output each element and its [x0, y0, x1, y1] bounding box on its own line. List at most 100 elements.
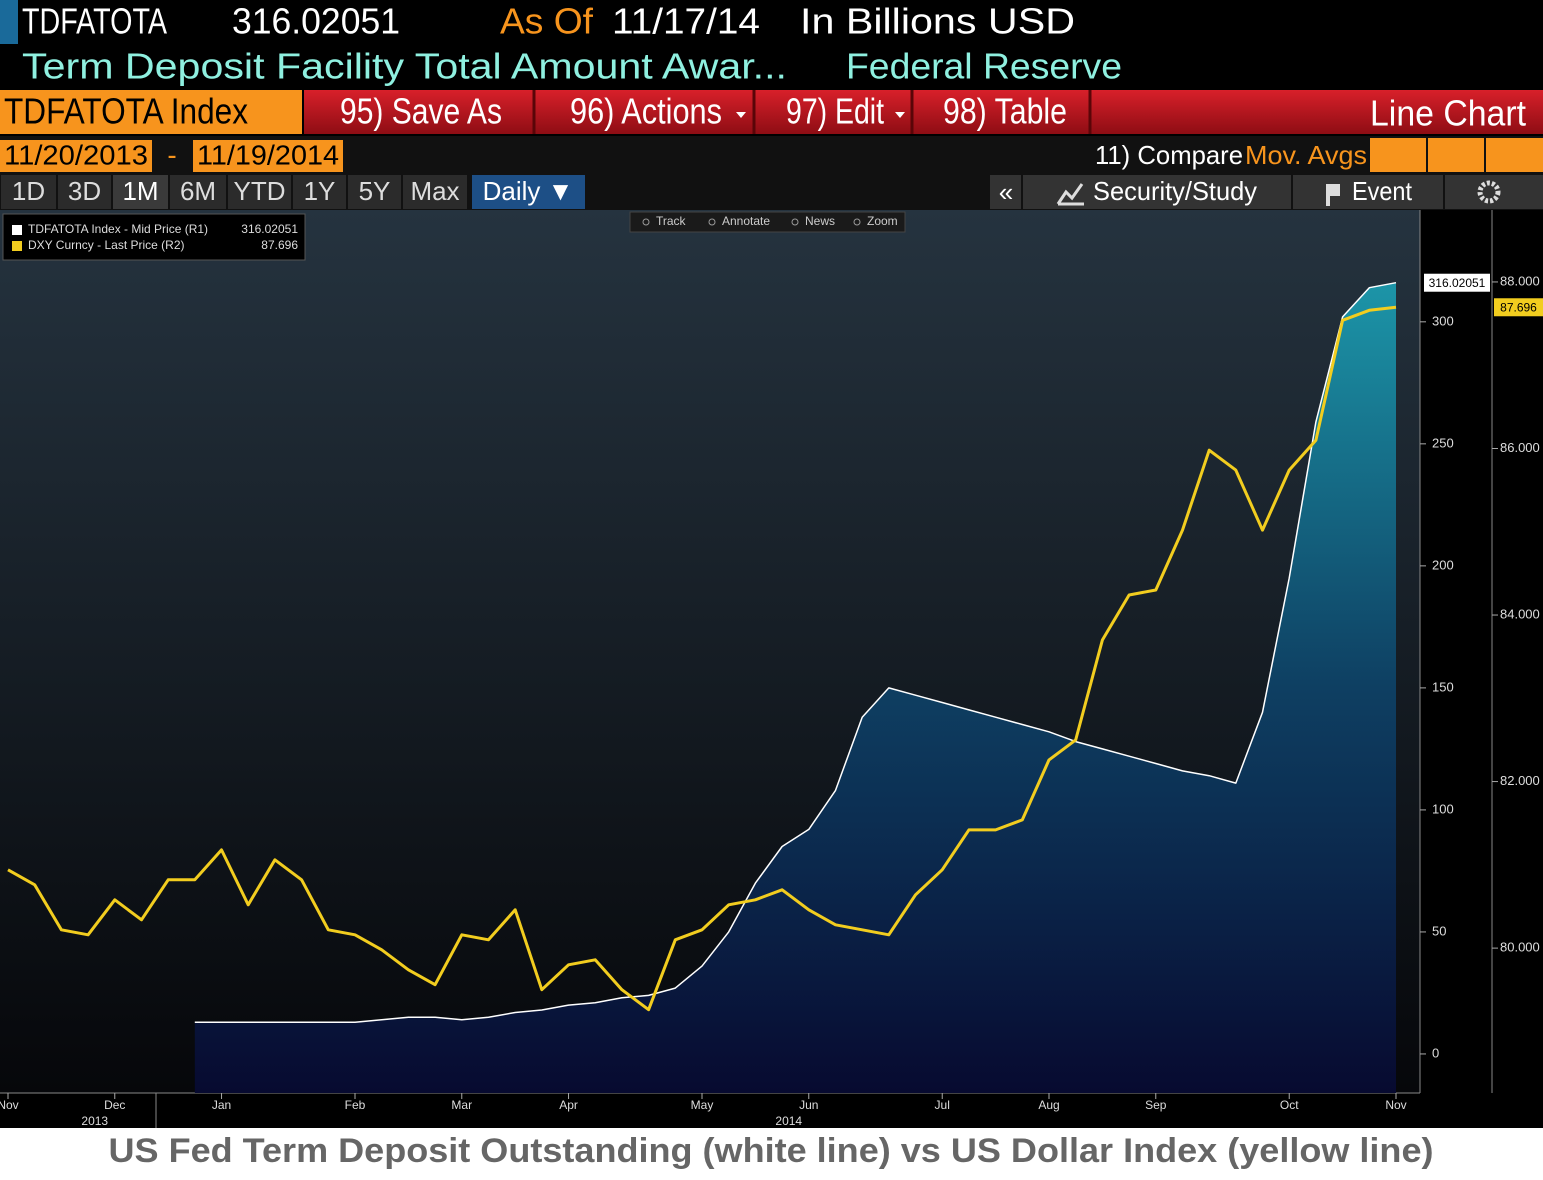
units: In Billions USD: [800, 1, 1075, 42]
y-tick-label: 100: [1432, 801, 1454, 816]
x-tick-label: Mar: [451, 1098, 472, 1112]
series-area: [194, 282, 1396, 1093]
y-tick-label: 250: [1432, 435, 1454, 450]
y2-tick-label: 86.000: [1500, 440, 1540, 455]
period-button[interactable]: [113, 175, 168, 209]
tool-button[interactable]: News: [805, 214, 835, 228]
period-button[interactable]: [58, 175, 111, 209]
period-button[interactable]: [403, 175, 467, 209]
period-label[interactable]: 5Y: [359, 176, 391, 206]
last-value-label: 87.696: [1500, 300, 1537, 314]
toolbar-button[interactable]: 97) Edit: [786, 91, 884, 132]
x-tick-label: Oct: [1280, 1098, 1299, 1112]
tool-button[interactable]: Zoom: [867, 214, 898, 228]
chart-view[interactable]: Line Chart: [1370, 93, 1526, 134]
end-date-field[interactable]: [193, 140, 343, 172]
legend-value: 87.696: [261, 238, 298, 252]
x-tick-label: Aug: [1038, 1098, 1059, 1112]
collapse-button[interactable]: «: [999, 177, 1013, 207]
start-date[interactable]: 11/20/2013: [4, 139, 148, 170]
series-line: [194, 281, 1397, 1023]
period-label[interactable]: YTD: [234, 176, 286, 206]
period-label[interactable]: 1D: [12, 176, 45, 206]
year-label: 2013: [81, 1114, 108, 1128]
y-tick-label: 300: [1432, 313, 1454, 328]
source: Federal Reserve: [846, 46, 1122, 87]
y2-tick-label: 82.000: [1500, 773, 1540, 788]
legend-name: DXY Curncy - Last Price (R2): [28, 238, 185, 252]
range-separator: -: [167, 139, 176, 170]
compare-button[interactable]: 11) Compare: [1095, 140, 1243, 170]
year-label: 2014: [775, 1114, 802, 1128]
end-date[interactable]: 11/19/2014: [197, 139, 339, 170]
x-tick-label: Jun: [799, 1098, 818, 1112]
y2-tick-label: 80.000: [1500, 940, 1540, 955]
event-icon: [1326, 184, 1340, 206]
axis-panel: [1420, 210, 1543, 1093]
security-name[interactable]: TDFATOTA Index: [4, 91, 248, 132]
tool-icon: [791, 218, 799, 226]
tool-icon: [642, 218, 650, 226]
legend-value: 316.02051: [241, 222, 298, 236]
last-value-tag: [1494, 298, 1543, 317]
y2-tick-label: 88.000: [1500, 273, 1540, 288]
period-label[interactable]: 1M: [122, 176, 158, 206]
frequency-button[interactable]: [472, 175, 585, 209]
tool-icon: [853, 218, 861, 226]
y2-tick-label: 84.000: [1500, 606, 1540, 621]
period-button[interactable]: [348, 175, 401, 209]
period-label[interactable]: 3D: [68, 176, 101, 206]
event-button[interactable]: Event: [1352, 176, 1413, 206]
header-marker: [0, 0, 18, 44]
option-cell[interactable]: [1486, 138, 1543, 172]
x-tick-label: Sep: [1145, 1098, 1167, 1112]
series-line: [7, 305, 1397, 1012]
period-label[interactable]: Max: [410, 176, 459, 206]
tool-icon: [708, 218, 716, 226]
x-axis-panel: [0, 1093, 1543, 1128]
x-tick-label: May: [691, 1098, 714, 1112]
tool-button[interactable]: Track: [656, 214, 687, 228]
security-field[interactable]: [0, 90, 302, 134]
dropdown-arrow: [736, 112, 746, 118]
y-tick-label: 200: [1432, 557, 1454, 572]
legend-swatch: [12, 241, 22, 251]
y-tick-label: 50: [1432, 923, 1446, 938]
ticker: TDFATOTA: [22, 1, 167, 42]
x-tick-label: Apr: [559, 1098, 578, 1112]
period-label[interactable]: 6M: [180, 176, 216, 206]
option-cell[interactable]: [1428, 138, 1484, 172]
legend-swatch: [12, 225, 22, 235]
tool-button[interactable]: Annotate: [722, 214, 770, 228]
toolbar-button[interactable]: 98) Table: [943, 91, 1067, 132]
period-button[interactable]: [293, 175, 346, 209]
study-icon: [1056, 183, 1084, 206]
legend: [2, 213, 306, 261]
chart-tools: [629, 211, 906, 233]
x-tick-label: Feb: [345, 1098, 366, 1112]
period-button[interactable]: [228, 175, 291, 209]
last-price: 316.02051: [232, 1, 400, 42]
toolbar-button[interactable]: 95) Save As: [340, 91, 502, 132]
study-button[interactable]: Security/Study: [1093, 176, 1257, 206]
dropdown-arrow: [895, 112, 905, 118]
x-tick-label: Jul: [935, 1098, 950, 1112]
x-tick-label: Nov: [1385, 1098, 1406, 1112]
frequency-label[interactable]: Daily ▼: [483, 176, 574, 206]
toolbar-button[interactable]: 96) Actions: [570, 91, 722, 132]
toolbar: [304, 90, 1543, 134]
period-button[interactable]: [1, 175, 56, 209]
x-tick-label: Nov: [0, 1098, 19, 1112]
start-date-field[interactable]: [0, 140, 152, 172]
caption-bar: [0, 1128, 1543, 1180]
period-button[interactable]: [170, 175, 226, 209]
option-cell[interactable]: [1370, 138, 1426, 172]
last-value-label: 316.02051: [1429, 276, 1486, 290]
settings-icon[interactable]: [1477, 180, 1501, 204]
last-value-tag: [1424, 273, 1490, 292]
y-tick-label: 0: [1432, 1045, 1439, 1060]
period-label[interactable]: 1Y: [304, 176, 336, 206]
legend-name: TDFATOTA Index - Mid Price (R1): [28, 222, 208, 236]
mov-avgs-button[interactable]: Mov. Avgs: [1245, 140, 1367, 170]
